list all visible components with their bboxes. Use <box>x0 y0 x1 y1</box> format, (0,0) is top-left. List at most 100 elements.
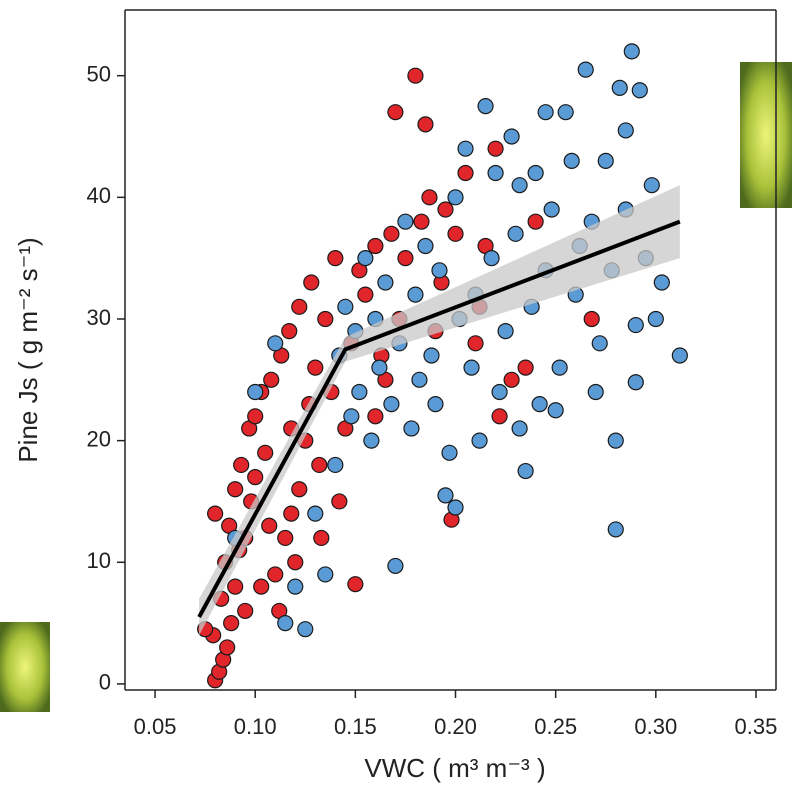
point <box>491 408 508 425</box>
y-tick-label: 10 <box>87 548 111 573</box>
point <box>403 420 420 437</box>
point <box>281 323 298 340</box>
point <box>511 177 528 194</box>
x-tick-label: 0.10 <box>234 714 277 739</box>
point <box>527 213 544 230</box>
point <box>463 359 480 376</box>
point <box>591 335 608 352</box>
point <box>307 505 324 522</box>
point <box>291 481 308 498</box>
point <box>511 420 528 437</box>
point <box>407 67 424 84</box>
point <box>531 396 548 413</box>
point <box>331 493 348 510</box>
point <box>503 371 520 388</box>
point <box>517 462 534 480</box>
x-tick-label: 0.20 <box>434 714 477 739</box>
point <box>357 286 374 303</box>
point <box>233 456 250 474</box>
fit-line <box>197 219 681 618</box>
point <box>367 237 384 255</box>
x-tick-label: 0.35 <box>735 714 778 739</box>
point <box>387 557 404 575</box>
point <box>313 529 330 547</box>
point <box>371 359 388 376</box>
point <box>397 250 414 267</box>
point <box>447 225 464 242</box>
point <box>387 104 404 121</box>
point <box>617 122 634 139</box>
x-tick-label: 0.30 <box>634 714 677 739</box>
point <box>257 444 274 461</box>
point <box>297 621 314 638</box>
point <box>307 359 324 376</box>
point <box>597 152 614 169</box>
point <box>583 310 600 328</box>
point <box>447 189 464 206</box>
point <box>351 383 368 401</box>
point <box>383 396 400 413</box>
y-tick-label: 30 <box>87 305 111 330</box>
point <box>227 578 244 595</box>
point <box>671 347 688 364</box>
point <box>487 164 504 182</box>
point <box>547 402 564 419</box>
y-tick-label: 20 <box>87 426 111 451</box>
point <box>497 323 514 340</box>
point <box>247 469 264 486</box>
point <box>363 432 380 449</box>
point <box>277 529 294 547</box>
point <box>643 177 660 194</box>
x-tick-label: 0.25 <box>534 714 577 739</box>
point <box>367 408 384 425</box>
pollen-image <box>740 62 792 208</box>
point <box>457 164 474 182</box>
point <box>477 98 494 115</box>
point <box>441 444 458 461</box>
point <box>527 164 544 182</box>
point <box>277 614 294 632</box>
point <box>467 335 484 352</box>
point <box>647 310 664 328</box>
point <box>377 274 394 291</box>
point <box>607 432 624 449</box>
point <box>631 82 648 99</box>
point <box>471 432 488 449</box>
point <box>253 578 270 595</box>
point <box>311 456 328 474</box>
point <box>397 213 414 230</box>
x-axis-title: VWC ( m³ m⁻³ ) <box>364 753 545 783</box>
point <box>219 639 236 656</box>
point <box>503 128 520 145</box>
point <box>327 456 344 474</box>
point <box>343 408 360 425</box>
point <box>543 201 560 218</box>
point <box>291 298 308 315</box>
point <box>207 505 224 522</box>
point <box>431 262 448 279</box>
point <box>491 383 508 401</box>
point <box>611 79 628 96</box>
point <box>337 298 354 315</box>
point <box>247 383 264 401</box>
point <box>557 104 574 121</box>
point <box>237 602 254 620</box>
point <box>487 140 504 157</box>
point <box>283 505 300 522</box>
point <box>261 517 278 534</box>
confidence-band <box>199 185 680 636</box>
point <box>317 310 334 328</box>
point <box>627 316 644 334</box>
point <box>563 152 580 169</box>
point <box>623 43 640 60</box>
point <box>223 614 240 632</box>
point <box>327 250 344 267</box>
point <box>383 225 400 242</box>
point <box>427 396 444 413</box>
point <box>517 359 534 376</box>
point <box>587 383 604 401</box>
point <box>227 481 244 498</box>
point <box>653 274 670 291</box>
point <box>413 213 430 230</box>
